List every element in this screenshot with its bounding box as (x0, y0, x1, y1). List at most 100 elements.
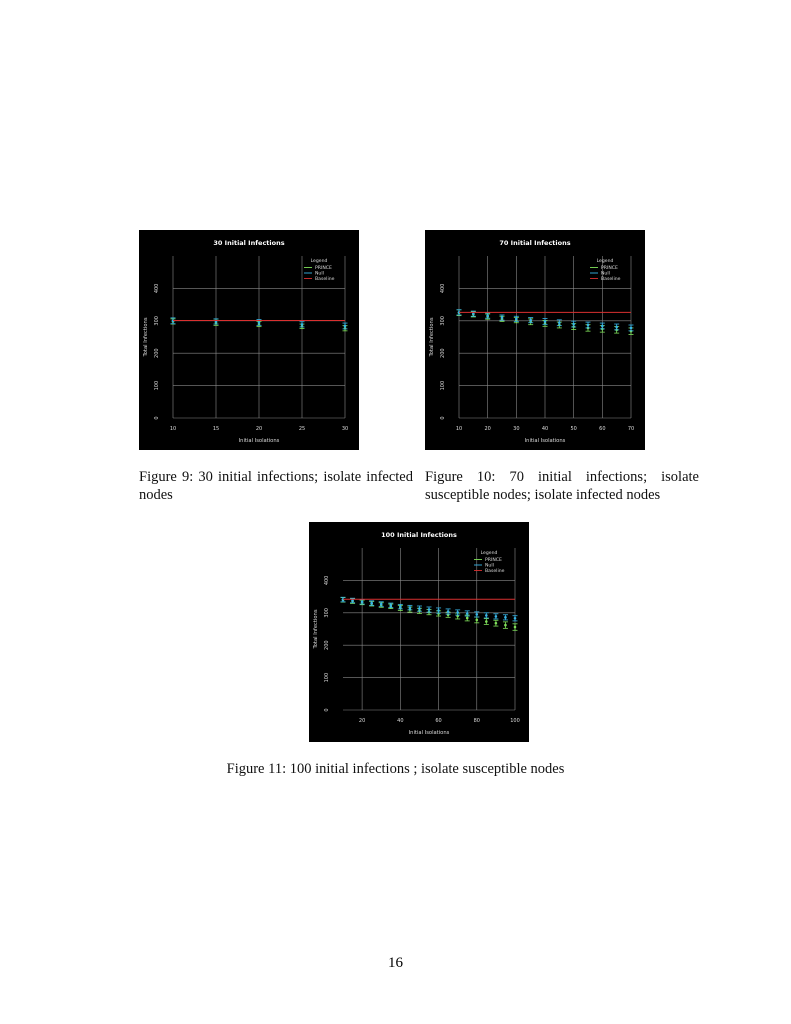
data-point (475, 613, 479, 616)
data-point (343, 324, 347, 328)
y-tick-label: 0 (324, 708, 330, 711)
y-tick-label: 400 (440, 284, 446, 294)
data-point (437, 609, 440, 612)
data-point (558, 321, 561, 325)
data-point (300, 323, 304, 326)
y-tick-label: 300 (440, 316, 446, 326)
y-axis-label: Total Infections (429, 317, 435, 357)
x-tick-label: 25 (299, 426, 305, 432)
x-tick-label: 15 (213, 426, 219, 432)
data-point (494, 621, 498, 625)
x-tick-label: 80 (474, 718, 480, 724)
figure-10-chart: 70 Initial Infections 10 20 30 40 50 60 70 0 100 2… (425, 230, 645, 450)
y-tick-label: 400 (324, 576, 330, 586)
chart-svg: 100 Initial Infections 20 40 60 80 100 0 100 200… (309, 522, 529, 742)
x-axis-label: Initial Isolations (239, 438, 280, 444)
figure-11-caption: Figure 11: 100 initial infections ; isol… (226, 761, 565, 777)
figure-9-caption: Figure 9: 30 initial infections; isolate… (139, 469, 413, 503)
data-point (485, 614, 488, 617)
data-point (418, 607, 421, 610)
chart-background (309, 522, 529, 742)
y-axis-label: Total Infections (313, 609, 319, 649)
data-point (486, 314, 489, 317)
figure-9-chart: 30 Initial Infections 10 15 20 25 30 0 100 200 30… (139, 230, 359, 450)
y-tick-label: 100 (324, 673, 330, 683)
data-point (465, 612, 469, 615)
data-point (485, 620, 488, 623)
data-point (500, 316, 504, 319)
legend-label: Baseline (485, 568, 505, 574)
x-axis-label: Initial Isolations (525, 438, 566, 444)
x-tick-label: 10 (456, 426, 462, 432)
x-tick-label: 20 (256, 426, 262, 432)
data-point (465, 616, 469, 620)
legend-label: Null (485, 563, 494, 569)
legend-label: Baseline (601, 276, 621, 282)
y-axis-label: Total Infections (143, 317, 149, 357)
legend-title: Legend (597, 258, 614, 264)
data-point (504, 623, 507, 627)
data-point (370, 601, 373, 605)
chart-title: 100 Initial Infections (381, 531, 457, 539)
chart-background (425, 230, 645, 450)
page-number: 16 (388, 955, 403, 971)
data-point (586, 323, 590, 327)
x-tick-label: 30 (513, 426, 519, 432)
data-point (408, 606, 412, 609)
data-point (513, 625, 517, 629)
data-point (615, 325, 618, 329)
y-tick-label: 300 (154, 316, 160, 326)
data-point (494, 615, 498, 618)
chart-title: 30 Initial Infections (213, 239, 284, 247)
x-tick-label: 20 (359, 718, 365, 724)
data-point (399, 605, 402, 608)
y-tick-label: 200 (324, 640, 330, 650)
chart-title: 70 Initial Infections (499, 239, 570, 247)
data-point (475, 618, 479, 622)
y-tick-label: 0 (440, 416, 446, 419)
chart-background (139, 230, 359, 450)
data-point (472, 312, 475, 315)
data-point (629, 326, 633, 330)
x-tick-label: 40 (542, 426, 548, 432)
x-tick-label: 60 (435, 718, 441, 724)
x-tick-label: 30 (342, 426, 348, 432)
data-point (543, 320, 547, 323)
data-point (529, 318, 532, 322)
y-tick-label: 400 (154, 284, 160, 294)
x-tick-label: 20 (484, 426, 490, 432)
data-point (446, 610, 450, 613)
y-tick-label: 100 (440, 381, 446, 391)
chart-svg: 70 Initial Infections 10 20 30 40 50 60 70 0 100 2… (425, 230, 645, 450)
legend-label: Null (315, 271, 324, 277)
legend-label: Baseline (315, 276, 335, 282)
legend-title: Legend (481, 550, 498, 556)
y-tick-label: 100 (154, 381, 160, 391)
legend-label: PRINCE (601, 265, 618, 271)
figure-11-chart: 100 Initial Infections 20 40 60 80 100 0 100 200… (309, 522, 529, 742)
legend-label: PRINCE (485, 557, 502, 563)
legend-label: Null (601, 271, 610, 277)
y-tick-label: 200 (440, 348, 446, 358)
data-point (379, 602, 383, 606)
x-tick-label: 100 (510, 718, 520, 724)
x-tick-label: 70 (628, 426, 634, 432)
data-point (389, 604, 393, 607)
legend-label: PRINCE (315, 265, 332, 271)
data-point (513, 617, 517, 620)
x-tick-label: 50 (570, 426, 576, 432)
y-tick-label: 0 (154, 416, 160, 419)
data-point (351, 599, 354, 602)
data-point (515, 317, 518, 321)
data-point (257, 321, 261, 324)
data-point (504, 616, 507, 619)
y-tick-label: 300 (324, 608, 330, 618)
legend-title: Legend (311, 258, 328, 264)
figure-10-caption: Figure 10: 70 initial infections; isolat… (425, 469, 699, 503)
data-point (456, 611, 459, 614)
data-point (360, 600, 364, 604)
series-null (456, 309, 634, 332)
x-axis-label: Initial Isolations (409, 730, 450, 736)
data-point (601, 324, 604, 328)
